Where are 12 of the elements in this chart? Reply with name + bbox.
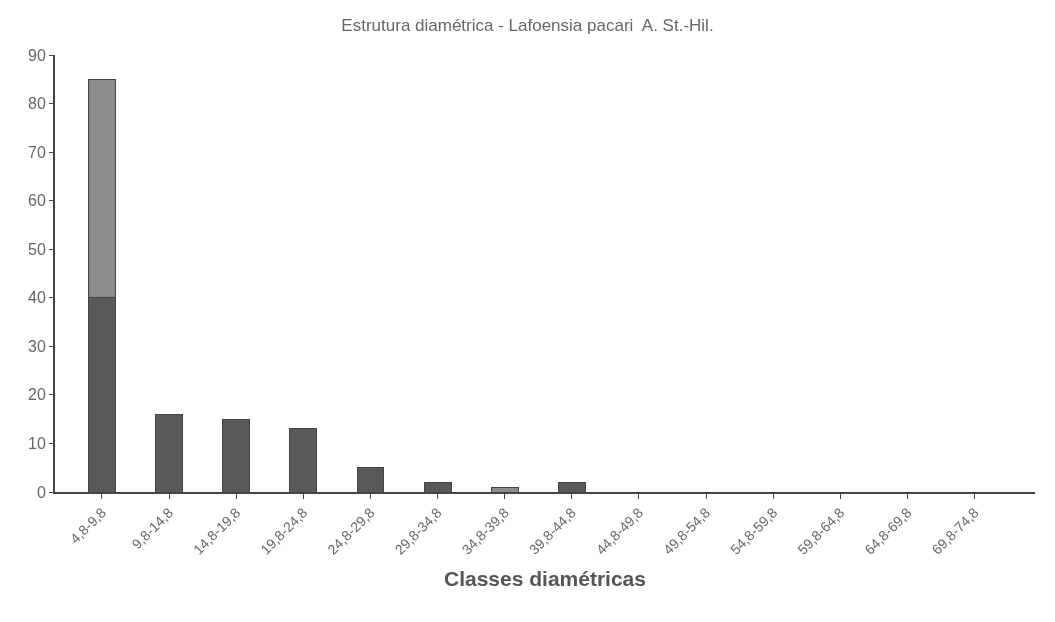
x-axis-title: Classes diamétricas	[444, 567, 646, 591]
chart-title: Estrutura diamétrica - Lafoensia pacari A. St.-Hil.	[341, 15, 714, 35]
y-tick-label: 30	[28, 337, 46, 355]
y-tick-label: 0	[36, 483, 46, 501]
y-tick-label: 70	[28, 143, 46, 161]
y-tick-label: 40	[28, 289, 46, 307]
y-tick-label: 60	[28, 192, 46, 210]
y-tick-label: 50	[28, 240, 46, 258]
y-tick-label: 20	[28, 386, 46, 404]
y-tick-label: 10	[28, 435, 46, 453]
y-tick-label: 90	[28, 46, 46, 64]
y-tick-label: 80	[28, 95, 46, 113]
